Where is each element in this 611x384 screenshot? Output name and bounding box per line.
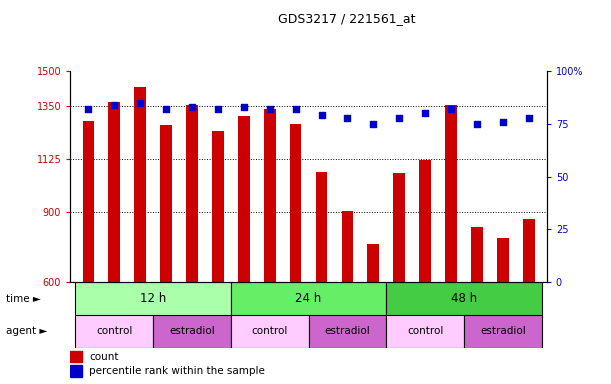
Bar bbox=[82, 121, 94, 282]
Point bbox=[187, 104, 197, 110]
Bar bbox=[309, 315, 386, 348]
Point bbox=[420, 110, 430, 116]
Text: 24 h: 24 h bbox=[296, 292, 321, 305]
Bar bbox=[386, 282, 542, 315]
Bar bbox=[290, 124, 301, 282]
Text: percentile rank within the sample: percentile rank within the sample bbox=[89, 366, 265, 376]
Bar bbox=[419, 160, 431, 282]
Point bbox=[498, 119, 508, 125]
Bar bbox=[342, 211, 353, 282]
Bar bbox=[70, 366, 82, 377]
Bar bbox=[186, 105, 198, 282]
Bar bbox=[316, 172, 327, 282]
Bar bbox=[212, 131, 224, 282]
Bar bbox=[75, 315, 153, 348]
Text: 48 h: 48 h bbox=[451, 292, 477, 305]
Point bbox=[524, 114, 533, 121]
Text: estradiol: estradiol bbox=[480, 326, 525, 336]
Point bbox=[213, 106, 223, 112]
Bar bbox=[367, 243, 379, 282]
Text: GDS3217 / 221561_at: GDS3217 / 221561_at bbox=[278, 12, 415, 25]
Text: 12 h: 12 h bbox=[140, 292, 166, 305]
Point bbox=[265, 106, 274, 112]
Point bbox=[109, 102, 119, 108]
Bar bbox=[231, 282, 386, 315]
Bar bbox=[109, 101, 120, 282]
Text: control: control bbox=[252, 326, 288, 336]
Point bbox=[368, 121, 378, 127]
Text: agent ►: agent ► bbox=[6, 326, 48, 336]
Bar bbox=[231, 315, 309, 348]
Point bbox=[161, 106, 171, 112]
Bar bbox=[134, 88, 146, 282]
Point bbox=[239, 104, 249, 110]
Point bbox=[316, 112, 326, 118]
Bar bbox=[497, 238, 508, 282]
Bar bbox=[238, 116, 250, 282]
Text: estradiol: estradiol bbox=[324, 326, 370, 336]
Point bbox=[84, 106, 93, 112]
Text: estradiol: estradiol bbox=[169, 326, 215, 336]
Text: count: count bbox=[89, 352, 119, 362]
Point bbox=[291, 106, 301, 112]
Bar bbox=[445, 105, 457, 282]
Text: control: control bbox=[96, 326, 133, 336]
Point bbox=[446, 106, 456, 112]
Bar bbox=[464, 315, 542, 348]
Bar bbox=[523, 219, 535, 282]
Text: time ►: time ► bbox=[6, 293, 41, 304]
Bar bbox=[160, 125, 172, 282]
Point bbox=[394, 114, 404, 121]
Bar bbox=[393, 173, 405, 282]
Bar bbox=[264, 109, 276, 282]
Point bbox=[135, 99, 145, 106]
Bar bbox=[75, 282, 231, 315]
Point bbox=[472, 121, 482, 127]
Point bbox=[343, 114, 353, 121]
Text: control: control bbox=[407, 326, 444, 336]
Bar bbox=[70, 351, 82, 362]
Bar bbox=[386, 315, 464, 348]
Bar bbox=[471, 227, 483, 282]
Bar bbox=[153, 315, 231, 348]
